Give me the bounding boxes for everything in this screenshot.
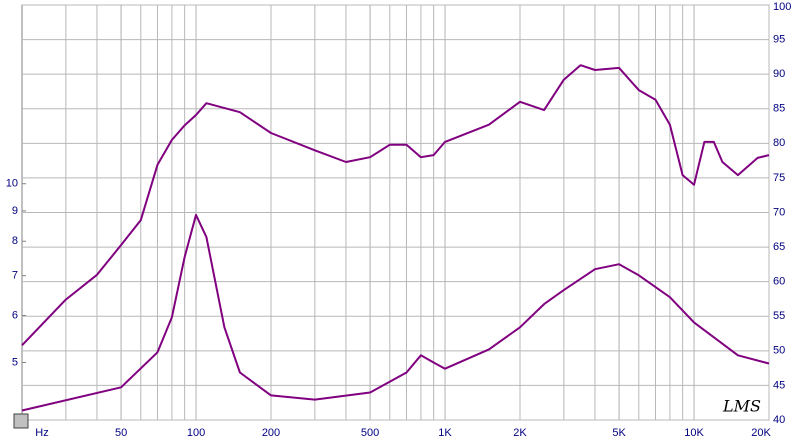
x-tick-label: 50	[115, 427, 127, 439]
x-unit: Hz	[35, 427, 48, 439]
y2-tick-label: 50	[773, 345, 785, 357]
y2-tick-label: 70	[773, 206, 785, 218]
y2-tick-label: 85	[773, 103, 785, 115]
y2-tick-label: 100	[773, 1, 791, 13]
y-tick-label: 9	[12, 205, 18, 217]
y2-tick-label: 45	[773, 379, 785, 391]
y2-tick-label: 65	[773, 241, 785, 253]
x-tick-label: 20K	[751, 427, 771, 439]
data-line	[21, 64, 770, 346]
y2-tick-label: 55	[773, 310, 785, 322]
x-tick-label: 5K	[612, 427, 626, 439]
y-tick-label: 10	[6, 178, 18, 190]
y2-tick-label: 40	[773, 414, 785, 426]
x-tick-label: 10K	[684, 427, 704, 439]
x-tick-label: 1K	[438, 427, 452, 439]
y2-tick-label: 75	[773, 172, 785, 184]
y2-tick-label: 60	[773, 276, 785, 288]
y-tick-label: 5	[12, 356, 18, 368]
y-tick-label: 8	[12, 235, 18, 247]
y2-tick-label: 95	[773, 33, 785, 45]
x-tick-label: 500	[361, 427, 379, 439]
x-tick-label: 2K	[513, 427, 527, 439]
x-tick-label: 200	[262, 427, 280, 439]
y-tick-label: 7	[12, 270, 18, 282]
watermark: LMS	[722, 397, 761, 416]
corner-icon[interactable]	[13, 413, 29, 429]
y-tick-label: 6	[12, 309, 18, 321]
y2-tick-label: 90	[773, 68, 785, 80]
x-tick-label: 100	[187, 427, 205, 439]
data-line	[21, 213, 770, 412]
y2-tick-label: 80	[773, 137, 785, 149]
